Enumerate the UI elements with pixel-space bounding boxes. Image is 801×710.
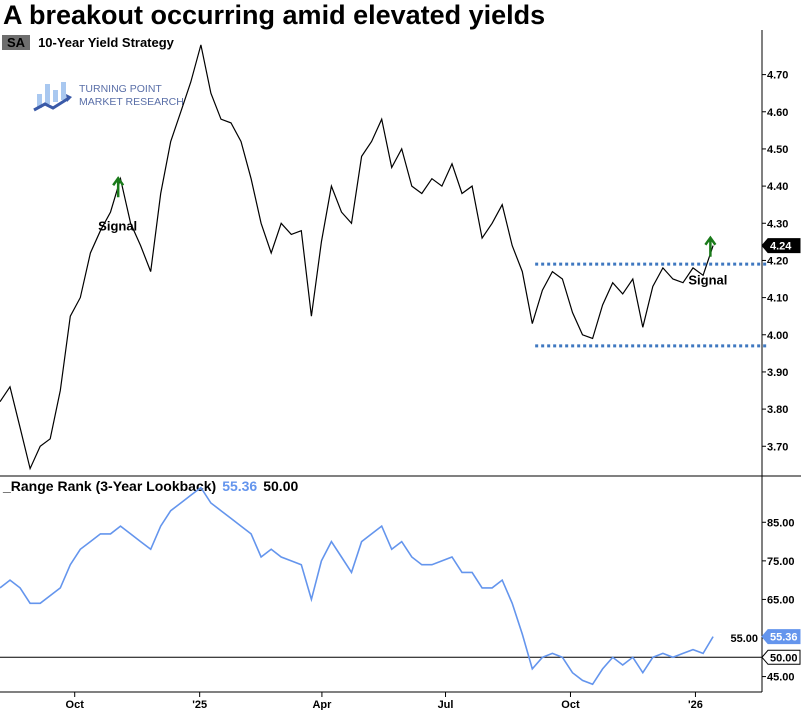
x-tick-label: Apr	[312, 699, 332, 710]
chart-title: A breakout occurring amid elevated yield…	[3, 0, 546, 30]
ref-value: 50.00	[263, 478, 299, 494]
last-yield-badge: 4.24	[770, 241, 792, 253]
signal-up-arrow-icon	[112, 176, 125, 198]
ref-badge-bg	[761, 649, 801, 665]
logo-line-2: MARKET RESEARCH	[79, 96, 184, 108]
y-tick-label: 45.00	[767, 672, 795, 684]
series-name: 10-Year Yield Strategy	[38, 35, 174, 50]
range-rank-line	[0, 486, 714, 686]
yield-line	[0, 44, 714, 471]
series-badge: SA	[2, 35, 31, 50]
y-tick-label: 3.80	[767, 404, 788, 416]
y-tick-label: 65.00	[767, 594, 795, 606]
lower-legend: _Range Rank (3-Year Lookback) 55.36 50.00	[3, 478, 298, 494]
last-rank-badge-bg	[761, 629, 801, 645]
x-tick-label: '25	[192, 699, 207, 710]
y-tick-label: 4.60	[767, 107, 788, 119]
x-tick-label: Oct	[561, 699, 580, 710]
y-tick-label: 55.00	[730, 633, 758, 645]
y-tick-label: 4.70	[767, 70, 788, 82]
x-tick-label: Jul	[438, 699, 454, 710]
y-tick-label: 4.20	[767, 255, 788, 267]
y-tick-label: 4.40	[767, 181, 788, 193]
last-yield-badge-bg	[761, 238, 801, 254]
x-tick-label: Oct	[66, 699, 85, 710]
y-tick-label: 85.00	[767, 517, 795, 529]
logo-bars-icon	[33, 82, 72, 112]
y-tick-label: 4.00	[767, 330, 788, 342]
ref-badge: 50.00	[770, 652, 798, 664]
logo: TURNING POINT MARKET RESEARCH	[33, 80, 184, 112]
y-tick-label: 4.30	[767, 218, 788, 230]
upper-legend: SA 10-Year Yield Strategy	[2, 35, 174, 50]
signal-label: Signal	[98, 218, 137, 233]
y-tick-label: 3.90	[767, 367, 788, 379]
rank-value: 55.36	[222, 478, 258, 494]
y-tick-label: 75.00	[767, 556, 795, 568]
logo-line-1: TURNING POINT	[79, 83, 162, 95]
y-tick-label: 3.70	[767, 441, 788, 453]
last-rank-badge: 55.36	[770, 632, 798, 644]
x-tick-label: '26	[688, 699, 703, 710]
rank-series-name: _Range Rank (3-Year Lookback)	[3, 478, 217, 494]
signal-label: Signal	[688, 273, 727, 288]
y-tick-label: 4.10	[767, 293, 788, 305]
signal-up-arrow-icon	[704, 235, 717, 257]
y-tick-label: 4.50	[767, 144, 788, 156]
